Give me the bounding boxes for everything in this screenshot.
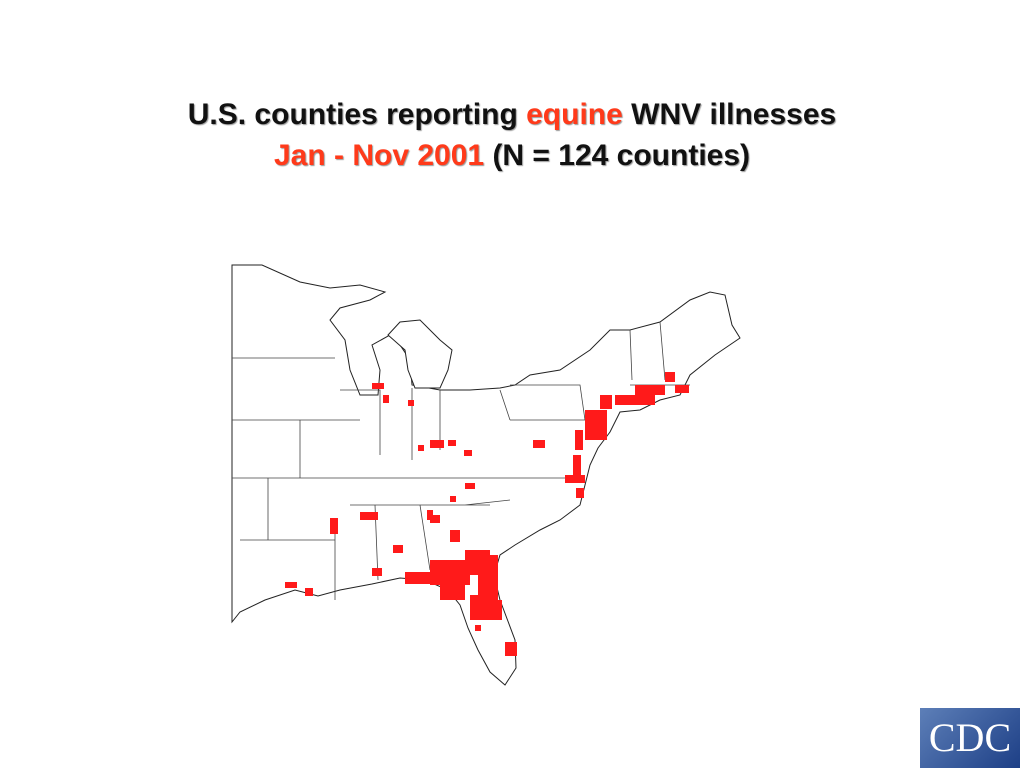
- title-highlight: equine: [526, 98, 623, 131]
- county-patch: [405, 572, 445, 584]
- county-patch: [475, 625, 481, 631]
- reported-counties: [285, 372, 689, 656]
- county-patch: [440, 585, 465, 600]
- title-text: WNV illnesses: [631, 98, 837, 131]
- county-patch: [448, 440, 456, 446]
- slide-title: U.S. counties reporting equine WNV illne…: [0, 94, 1024, 176]
- county-patch: [576, 488, 584, 498]
- title-line: U.S. counties reporting equine WNV illne…: [0, 94, 1024, 135]
- county-patch: [450, 496, 456, 502]
- county-patch: [565, 475, 585, 483]
- county-patch: [573, 455, 581, 480]
- title-text: (N = 124 counties): [492, 139, 751, 172]
- county-patch: [430, 515, 440, 523]
- county-patch: [393, 545, 403, 553]
- county-patch: [675, 385, 689, 393]
- county-patch: [418, 445, 424, 451]
- county-patch: [330, 518, 338, 534]
- county-patch: [615, 395, 655, 405]
- title-highlight: Jan - Nov 2001: [273, 139, 485, 172]
- county-patch: [305, 588, 313, 596]
- region-outline: [231, 264, 741, 686]
- county-patch: [430, 440, 444, 448]
- county-patch: [635, 385, 665, 395]
- county-patch: [383, 395, 389, 403]
- county-patch: [360, 512, 378, 520]
- michigan-outline: [387, 319, 453, 389]
- county-patch: [490, 600, 502, 620]
- county-patch: [600, 395, 612, 409]
- title-line: Jan - Nov 2001 (N = 124 counties): [0, 135, 1024, 176]
- county-patch: [464, 450, 472, 456]
- county-patch: [450, 530, 460, 542]
- county-patch: [372, 568, 382, 576]
- county-patch: [408, 400, 414, 406]
- county-patch: [533, 440, 545, 448]
- county-patch: [665, 372, 675, 382]
- county-patch: [505, 642, 517, 656]
- state-line: [232, 321, 690, 600]
- county-patch: [285, 582, 297, 588]
- county-patch: [585, 410, 607, 440]
- cdc-logo: CDC: [920, 708, 1020, 768]
- county-patch: [478, 555, 498, 600]
- title-text: U.S. counties reporting: [187, 98, 518, 131]
- county-patch: [465, 483, 475, 489]
- county-patch: [372, 383, 384, 389]
- county-patch: [575, 430, 583, 450]
